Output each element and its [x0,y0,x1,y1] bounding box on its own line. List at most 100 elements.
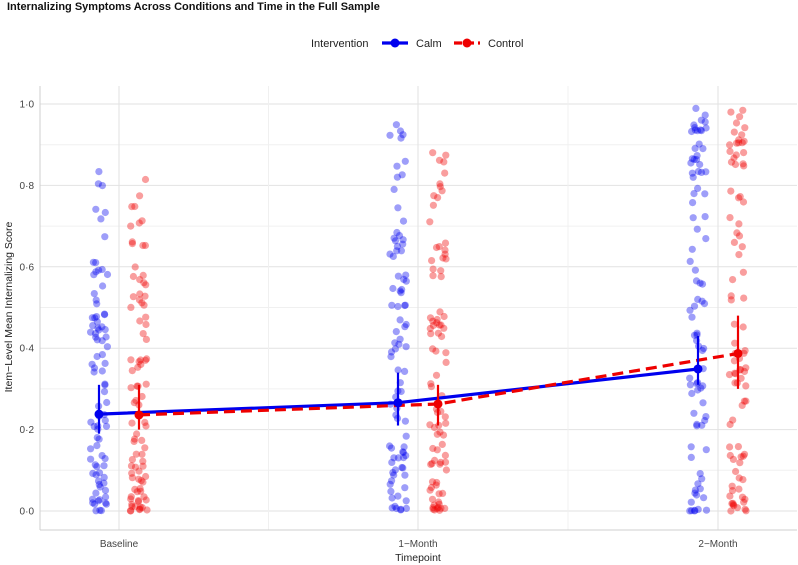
data-point [441,451,449,459]
data-point [739,323,747,331]
data-point [89,258,97,266]
data-point [93,352,101,361]
data-point [92,471,100,479]
data-point [433,505,441,513]
data-point [699,382,707,390]
data-point [742,507,750,515]
data-point [694,295,702,303]
data-point [391,345,399,353]
data-point [91,461,99,469]
data-point [140,493,148,501]
data-point [98,182,106,190]
data-point [696,485,704,493]
data-point [689,173,697,181]
data-point [437,273,445,281]
data-point [91,500,99,508]
data-point [700,300,709,308]
data-point [388,494,396,502]
data-point [394,272,402,280]
data-point [101,326,109,334]
data-point [441,504,449,512]
data-point [136,276,144,284]
data-point [439,254,447,262]
data-point [93,336,101,344]
data-point [128,203,136,211]
data-point [143,355,151,363]
data-point [733,229,741,237]
data-point [400,275,408,283]
data-point [435,321,443,329]
data-point [702,168,710,176]
data-point [140,301,148,309]
data-point [693,152,701,160]
data-point [136,317,144,325]
data-point [738,493,747,501]
data-point [690,190,698,198]
x-axis-title: Timepoint [395,552,441,564]
data-point [726,443,734,451]
data-point [142,496,150,504]
data-point [101,311,109,319]
data-point [730,357,739,365]
data-point [726,147,734,155]
data-point [740,149,748,157]
data-point [129,293,137,301]
data-point [143,506,151,514]
data-point [127,303,135,311]
data-point [692,156,701,164]
data-point [728,482,736,490]
data-point [98,367,106,375]
data-point [391,466,399,474]
data-point [102,493,110,501]
data-point [390,185,398,193]
data-point [725,371,734,379]
data-point [691,506,699,514]
data-point [440,158,448,166]
data-point [399,464,407,472]
data-point [430,423,438,432]
data-point [742,397,750,405]
data-point [686,257,694,265]
data-point [90,422,98,430]
legend-key-point [462,38,472,48]
data-point [440,324,448,332]
legend-entry-label: Calm [416,38,442,50]
data-point [694,184,702,192]
data-point [131,463,140,471]
data-point [394,366,402,374]
data-point [429,272,437,280]
data-point [702,235,710,243]
data-point [87,445,95,453]
data-point [396,316,404,324]
data-point [391,339,399,347]
data-point [98,323,106,331]
data-point [133,430,141,438]
data-point [133,488,141,496]
data-point [141,444,149,452]
data-point [135,475,143,483]
error-bars [94,315,743,434]
data-point [735,139,743,147]
data-point [136,503,144,511]
data-point [127,507,135,515]
data-point [439,431,448,439]
data-point [432,481,440,489]
data-point [389,469,397,477]
mean-point [94,409,104,419]
data-point [96,483,104,491]
data-point [131,263,139,271]
data-point [398,171,406,179]
data-point [437,321,445,329]
data-point [691,266,700,274]
data-point [100,479,108,487]
x-tick-label: Baseline [100,539,139,550]
data-point [697,168,706,176]
data-point [142,472,150,481]
data-point [429,149,437,157]
legend-key-point [390,38,400,48]
data-point [727,108,735,116]
data-point [399,448,407,456]
data-point [139,478,147,486]
data-point [696,160,704,169]
data-point [701,111,709,119]
